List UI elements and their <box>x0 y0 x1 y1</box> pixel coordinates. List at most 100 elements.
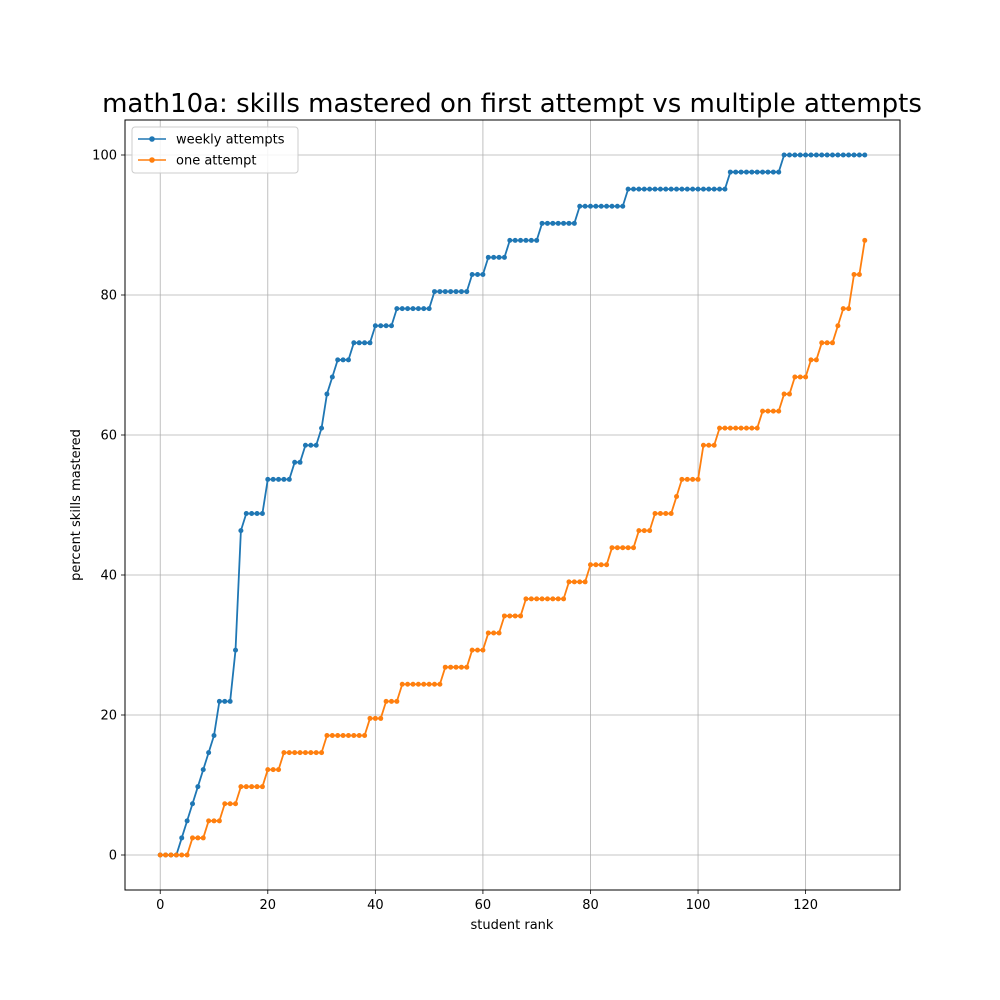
data-point-weekly-attempts <box>749 169 755 175</box>
series-line-weekly-attempts <box>160 154 865 856</box>
data-point-one-attempt <box>163 852 169 858</box>
data-point-one-attempt <box>749 425 755 431</box>
data-point-one-attempt <box>674 493 680 499</box>
data-point-weekly-attempts <box>700 186 706 192</box>
data-point-one-attempt <box>179 852 185 858</box>
data-point-one-attempt <box>561 596 567 602</box>
data-point-weekly-attempts <box>571 220 577 226</box>
data-point-one-attempt <box>781 391 787 397</box>
data-point-weekly-attempts <box>469 271 475 277</box>
data-point-one-attempt <box>786 391 792 397</box>
grid-lines <box>125 120 900 890</box>
data-point-weekly-attempts <box>674 186 680 192</box>
data-point-weekly-attempts <box>797 152 803 158</box>
data-point-weekly-attempts <box>238 528 244 534</box>
data-point-weekly-attempts <box>587 203 593 209</box>
data-point-one-attempt <box>717 425 723 431</box>
data-point-one-attempt <box>233 801 239 807</box>
data-point-weekly-attempts <box>824 152 830 158</box>
data-point-weekly-attempts <box>518 237 524 243</box>
x-tick-label: 60 <box>475 898 492 913</box>
data-point-weekly-attempts <box>281 476 287 482</box>
data-point-one-attempt <box>862 237 868 243</box>
data-point-weekly-attempts <box>641 186 647 192</box>
data-point-weekly-attempts <box>830 152 835 158</box>
data-point-weekly-attempts <box>206 750 212 756</box>
data-point-one-attempt <box>577 579 583 585</box>
data-point-one-attempt <box>281 750 287 756</box>
data-point-weekly-attempts <box>668 186 674 192</box>
data-point-weekly-attempts <box>851 152 857 158</box>
data-point-weekly-attempts <box>211 733 217 739</box>
data-point-one-attempt <box>679 476 685 482</box>
data-point-one-attempt <box>270 767 276 773</box>
data-point-weekly-attempts <box>695 186 701 192</box>
data-point-weekly-attempts <box>534 237 540 243</box>
data-point-weekly-attempts <box>717 186 723 192</box>
data-point-weekly-attempts <box>647 186 653 192</box>
data-point-one-attempt <box>319 750 325 756</box>
data-point-weekly-attempts <box>862 152 868 158</box>
data-point-one-attempt <box>243 784 249 790</box>
data-point-one-attempt <box>442 664 448 670</box>
legend-box <box>131 126 299 174</box>
data-point-one-attempt <box>286 750 292 756</box>
data-point-one-attempt <box>383 698 389 704</box>
data-point-one-attempt <box>835 323 841 329</box>
data-point-one-attempt <box>792 374 798 380</box>
data-point-weekly-attempts <box>485 254 491 260</box>
data-point-weekly-attempts <box>792 152 798 158</box>
legend-marker-weekly <box>149 136 155 142</box>
data-point-one-attempt <box>813 357 819 363</box>
data-point-one-attempt <box>421 681 427 687</box>
data-point-one-attempt <box>840 306 846 312</box>
data-point-one-attempt <box>485 630 491 636</box>
data-point-weekly-attempts <box>184 818 190 824</box>
data-point-one-attempt <box>507 613 513 619</box>
data-point-one-attempt <box>727 425 733 431</box>
data-point-weekly-attempts <box>765 169 771 175</box>
data-point-one-attempt <box>571 579 577 585</box>
data-point-weekly-attempts <box>453 289 459 295</box>
data-point-weekly-attempts <box>754 169 760 175</box>
data-point-one-attempt <box>437 681 443 687</box>
data-point-one-attempt <box>684 476 690 482</box>
chart-title: math10a: skills mastered on first attemp… <box>102 89 922 119</box>
data-point-one-attempt <box>399 681 405 687</box>
data-point-weekly-attempts <box>179 835 185 841</box>
data-point-one-attempt <box>313 750 319 756</box>
data-point-one-attempt <box>593 562 599 568</box>
y-tick-label: 40 <box>100 569 117 584</box>
data-point-one-attempt <box>754 425 760 431</box>
legend: weekly attempts one attempt <box>131 126 299 174</box>
data-point-weekly-attempts <box>195 784 201 790</box>
data-point-one-attempt <box>690 476 696 482</box>
data-point-weekly-attempts <box>577 203 583 209</box>
data-point-weekly-attempts <box>313 442 319 448</box>
data-point-one-attempt <box>657 511 663 517</box>
data-point-weekly-attempts <box>410 306 416 312</box>
data-point-one-attempt <box>249 784 255 790</box>
data-point-one-attempt <box>200 835 206 841</box>
data-point-weekly-attempts <box>383 323 389 329</box>
data-point-one-attempt <box>222 801 228 807</box>
data-point-one-attempt <box>598 562 604 568</box>
data-point-one-attempt <box>695 476 701 482</box>
data-point-one-attempt <box>335 733 341 739</box>
data-point-one-attempt <box>491 630 497 636</box>
data-point-one-attempt <box>329 733 335 739</box>
data-point-one-attempt <box>528 596 534 602</box>
data-point-weekly-attempts <box>265 476 271 482</box>
data-point-weekly-attempts <box>270 476 276 482</box>
data-point-one-attempt <box>464 664 470 670</box>
axis-ticks: 0 20 40 60 80 100 120 0 20 40 60 80 100 <box>92 149 818 914</box>
data-point-one-attempt <box>362 733 368 739</box>
data-point-weekly-attempts <box>555 220 561 226</box>
y-tick-label: 60 <box>100 429 117 444</box>
data-point-one-attempt <box>475 647 481 653</box>
data-point-one-attempt <box>254 784 260 790</box>
data-point-weekly-attempts <box>760 169 766 175</box>
data-point-weekly-attempts <box>276 476 282 482</box>
data-point-one-attempt <box>620 545 626 551</box>
